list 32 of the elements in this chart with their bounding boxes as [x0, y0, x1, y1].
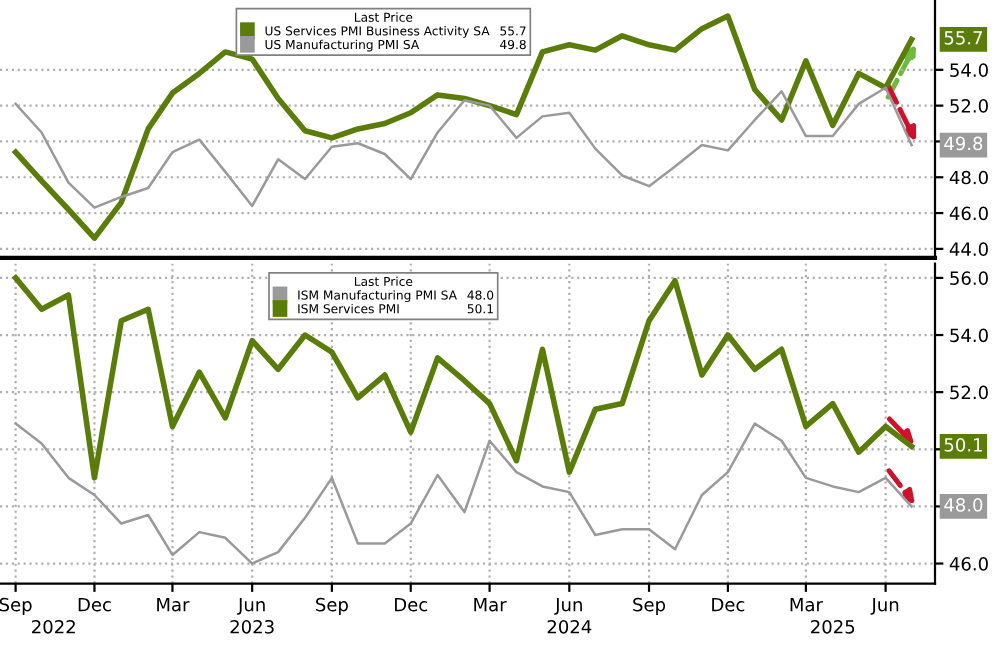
y-tick-label: 56.0: [950, 271, 988, 286]
line-series: [14, 86, 913, 209]
y-tick-label: 46.0: [949, 206, 988, 221]
x-tick-label: Dec: [78, 597, 111, 612]
x-tick-label: Sep: [0, 597, 32, 615]
y-tick-label: 54.0: [950, 328, 988, 343]
y-tick-label: 48.0: [949, 170, 988, 185]
x-tick-label: Sep: [633, 597, 666, 615]
x-tick-label: Dec: [712, 597, 745, 612]
x2-tick-label: 2024: [547, 619, 592, 634]
x-tick-label: Mar: [157, 597, 190, 612]
y-tick-label: 46.0: [949, 557, 988, 571]
line-series: [14, 422, 913, 565]
data-label: 49.8: [944, 136, 983, 151]
x-tick-label: Jun: [554, 597, 582, 615]
x-tick-label: Mar: [474, 597, 507, 612]
y-tick-label: 52.0: [950, 99, 988, 113]
data-label: 55.7: [944, 31, 982, 45]
x2-tick-label: 2023: [230, 619, 274, 634]
x2-tick-label: 2022: [32, 619, 75, 634]
y-tick-label: 54.0: [950, 63, 988, 77]
x2-tick-label: 2025: [811, 619, 855, 634]
x-tick-label: Sep: [316, 597, 348, 615]
x-tick-label: Jun: [237, 597, 265, 615]
line-series: [12, 13, 915, 241]
x-tick-label: Dec: [395, 597, 428, 612]
x-tick-label: Mar: [790, 597, 823, 612]
y-tick-label: 44.0: [949, 242, 988, 256]
line-series: [12, 275, 915, 481]
x-tick-label: Jun: [870, 597, 899, 615]
data-label: 50.1: [944, 438, 982, 452]
y-tick-label: 52.0: [950, 385, 988, 400]
